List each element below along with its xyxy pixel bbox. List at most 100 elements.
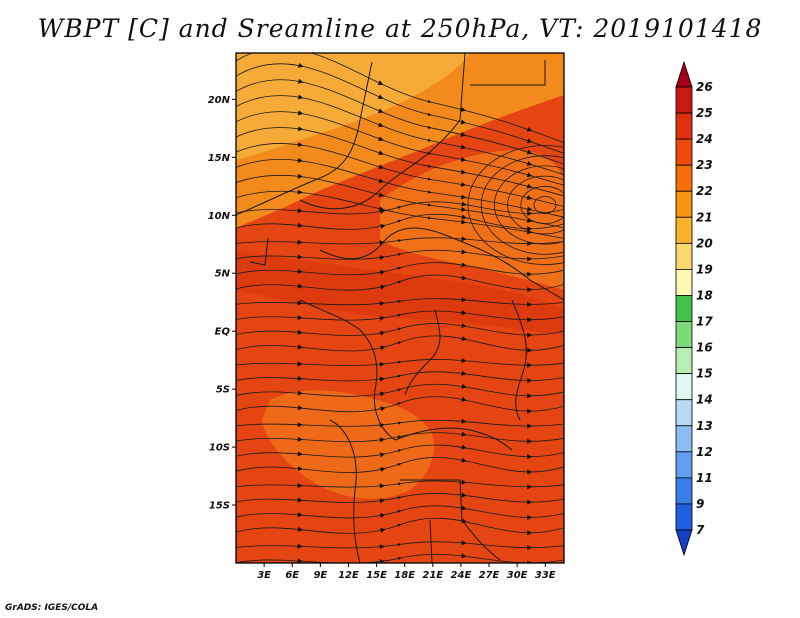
- streamline: [236, 213, 564, 230]
- streamline: [236, 419, 564, 427]
- streamline-arrow: [461, 336, 467, 342]
- streamline-arrow: [527, 530, 533, 536]
- latitude-axis: 20N 15N 10N 5N EQ 5S 10S 15S: [208, 95, 236, 512]
- streamline-arrow: [526, 172, 533, 178]
- streamline-arrow: [527, 347, 533, 353]
- streamline-arrow: [461, 249, 467, 255]
- eddy-streamline: [533, 196, 557, 214]
- streamline-arrow: [460, 181, 467, 187]
- darker-band-region: [236, 250, 564, 335]
- streamline: [236, 53, 564, 144]
- streamline-arrow: [379, 513, 386, 519]
- streamline-arrow: [527, 514, 533, 520]
- streamline-arrow: [297, 110, 304, 116]
- streamline-arrow: [461, 310, 467, 316]
- streamline-arrow: [297, 173, 303, 179]
- streamline-arrow: [526, 161, 533, 166]
- colorbar-label: 20: [696, 236, 713, 250]
- streamline-arrow: [461, 444, 467, 450]
- border-line: [319, 227, 564, 301]
- colorbar-swatch: [675, 399, 693, 427]
- streamline-arrow: [297, 375, 303, 381]
- colorbar-label: 17: [696, 315, 713, 329]
- streamline-arrow: [297, 239, 303, 245]
- streamline: [236, 323, 564, 336]
- lat-tick-label: 5N: [215, 269, 231, 280]
- streamline-arrow: [378, 122, 384, 128]
- streamline-arrow: [527, 210, 533, 216]
- streamline-arrow: [380, 527, 386, 533]
- border-line: [404, 309, 441, 396]
- streamline-arrow: [527, 332, 533, 338]
- border-line: [394, 427, 513, 451]
- streamline-arrow: [297, 422, 303, 428]
- streamline-arrow: [461, 370, 467, 376]
- border-line: [470, 60, 546, 86]
- streamline-arrow: [460, 144, 467, 150]
- colorbar-swatch: [675, 295, 693, 322]
- border-line: [429, 519, 433, 563]
- streamline-arrow: [461, 553, 467, 559]
- colorbar-label: 14: [696, 393, 713, 407]
- streamline-arrow: [377, 80, 384, 85]
- streamline-arrow: [297, 269, 303, 275]
- streamline-arrow: [380, 284, 386, 290]
- border-line: [299, 53, 466, 210]
- border-line: [400, 479, 501, 561]
- colorbar-label: 21: [696, 210, 713, 224]
- lon-tick-label: 9E: [313, 570, 327, 581]
- streamline: [236, 310, 564, 321]
- streamline: [236, 111, 564, 186]
- streamline-arrow: [460, 119, 467, 125]
- streamline-arrow: [380, 406, 386, 412]
- eddy-streamline: [480, 155, 564, 255]
- streamline-arrow: [461, 194, 467, 200]
- streamline: [236, 396, 564, 413]
- streamline-arrow: [297, 405, 303, 411]
- streamline-arrow: [297, 315, 303, 321]
- streamline-arrow: [297, 482, 303, 488]
- streamline-arrow: [461, 457, 467, 463]
- colorbar-label: 23: [696, 158, 713, 172]
- lon-tick-label: 12E: [338, 570, 359, 581]
- streamline-arrow: [297, 497, 303, 503]
- colorbar-label: 16: [696, 341, 713, 355]
- streamline-arrow: [461, 540, 467, 546]
- lon-tick-label: 30E: [507, 570, 528, 581]
- lat-tick-label: 15S: [209, 501, 230, 512]
- border-line: [236, 61, 373, 216]
- streamline-arrow: [461, 505, 467, 511]
- streamline-arrow: [379, 269, 386, 275]
- streamline: [236, 159, 564, 218]
- streamline: [236, 127, 564, 197]
- streamline: [236, 505, 564, 519]
- streamline-arrow: [297, 451, 303, 457]
- lon-tick-label: 24E: [451, 570, 472, 581]
- colorbar-swatch: [675, 242, 693, 270]
- orange-southwest-region: [262, 390, 434, 499]
- streamline-arrow: [461, 214, 467, 220]
- streamline-arrow: [297, 466, 303, 472]
- map-title: WBPT [C] and Sreamline at 250hPa, VT: 20…: [37, 14, 763, 43]
- streamline-arrow: [461, 383, 467, 389]
- streamline-arrow: [526, 206, 533, 212]
- streamline-arrow: [297, 157, 303, 163]
- colorbar-label: 13: [696, 419, 713, 433]
- streamline-arrow: [379, 498, 385, 504]
- streamline: [236, 143, 564, 207]
- streamline-arrow: [379, 209, 386, 215]
- streamline: [236, 383, 564, 397]
- streamline-arrow: [461, 357, 467, 363]
- colorbar-label: 25: [696, 106, 713, 120]
- colorbar-swatch: [675, 347, 693, 375]
- streamline-arrow: [461, 206, 467, 212]
- streamline: [236, 553, 564, 563]
- colorbar-label: 18: [696, 288, 713, 302]
- streamline-arrow: [379, 361, 385, 367]
- colorbar-label: 19: [696, 262, 713, 276]
- streamline: [236, 480, 564, 488]
- streamline-arrow: [297, 390, 303, 396]
- border-line: [511, 299, 527, 421]
- streamline-arrow: [297, 142, 304, 148]
- warmest-north-region: [236, 53, 470, 160]
